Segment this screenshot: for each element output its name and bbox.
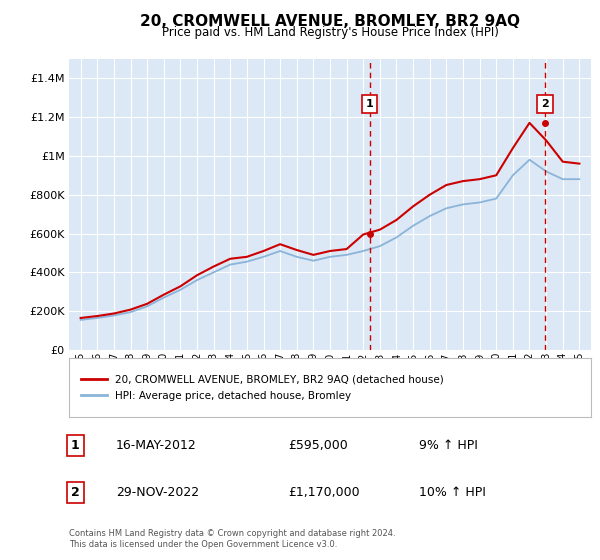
Text: 1: 1: [71, 440, 80, 452]
Text: 29-NOV-2022: 29-NOV-2022: [116, 486, 199, 498]
Text: 9% ↑ HPI: 9% ↑ HPI: [419, 440, 478, 452]
Text: £1,170,000: £1,170,000: [288, 486, 360, 498]
Text: 20, CROMWELL AVENUE, BROMLEY, BR2 9AQ: 20, CROMWELL AVENUE, BROMLEY, BR2 9AQ: [140, 14, 520, 29]
Text: 2: 2: [541, 99, 548, 109]
Text: £595,000: £595,000: [288, 440, 348, 452]
Text: 1: 1: [365, 99, 373, 109]
Text: Contains HM Land Registry data © Crown copyright and database right 2024.
This d: Contains HM Land Registry data © Crown c…: [69, 529, 395, 549]
Legend: 20, CROMWELL AVENUE, BROMLEY, BR2 9AQ (detached house), HPI: Average price, deta: 20, CROMWELL AVENUE, BROMLEY, BR2 9AQ (d…: [77, 371, 448, 405]
Text: 2: 2: [71, 486, 80, 498]
Text: 16-MAY-2012: 16-MAY-2012: [116, 440, 197, 452]
Text: Price paid vs. HM Land Registry's House Price Index (HPI): Price paid vs. HM Land Registry's House …: [161, 26, 499, 39]
Text: 10% ↑ HPI: 10% ↑ HPI: [419, 486, 485, 498]
